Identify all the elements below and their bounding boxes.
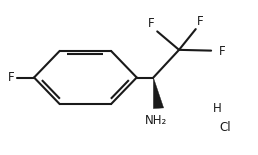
Text: H: H [213,102,222,115]
Text: F: F [8,71,15,84]
Text: F: F [148,17,155,30]
Text: F: F [197,15,204,28]
Text: NH₂: NH₂ [145,114,167,127]
Polygon shape [153,78,164,108]
Text: F: F [219,45,225,58]
Text: Cl: Cl [219,121,231,134]
